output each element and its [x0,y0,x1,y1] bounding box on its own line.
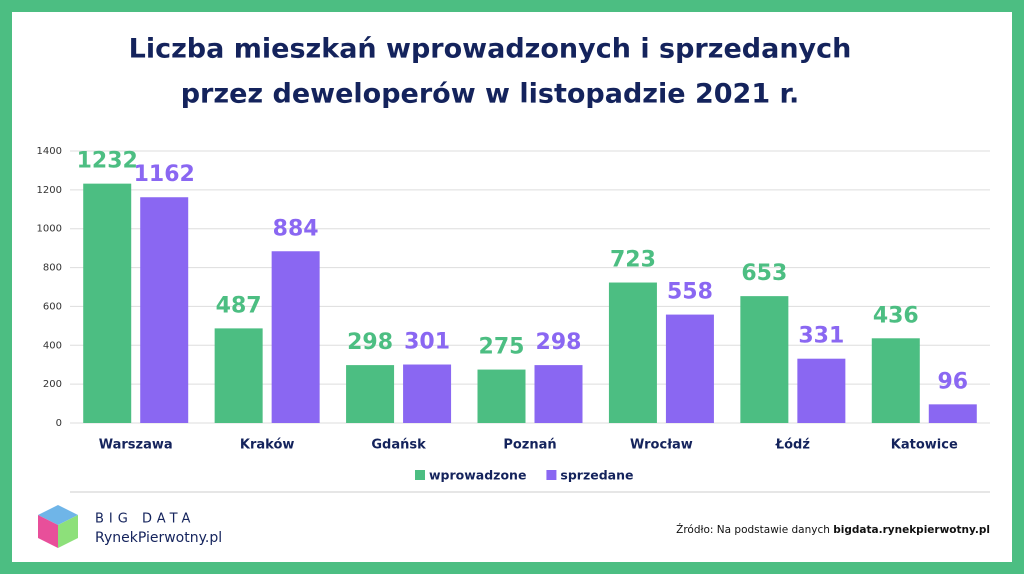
y-tick-label: 1200 [37,185,62,196]
legend-label: wprowadzone [429,468,526,483]
bar [403,364,452,423]
value-label: 275 [479,335,525,360]
value-label: 96 [937,369,968,394]
value-label: 487 [216,293,262,318]
x-tick-label: Warszawa [99,438,173,453]
bar [346,365,395,423]
bar [797,358,846,423]
bar [140,197,189,423]
value-label: 298 [536,330,582,355]
value-label: 558 [667,280,713,305]
logo-icon [38,505,78,548]
source-link: bigdata.rynekpierwotny.pl [833,524,990,536]
bar [83,183,132,423]
value-label: 884 [273,216,319,241]
legend-label: sprzedane [560,468,633,483]
y-tick-label: 200 [43,379,62,390]
value-label: 301 [404,330,450,355]
bar [740,296,789,423]
value-label: 1162 [134,162,195,187]
y-tick-label: 0 [56,418,62,429]
source: Źródło: Na podstawie danych bigdata.ryne… [676,523,990,536]
value-label: 298 [347,330,393,355]
logo-bottom: RynekPierwotny.pl [95,530,222,546]
x-tick-label: Poznań [503,438,556,453]
legend-swatch [546,470,557,480]
x-tick-label: Wrocław [630,438,693,453]
bar [928,404,977,423]
x-tick-label: Gdańsk [371,438,426,453]
y-tick-label: 400 [43,340,62,351]
bar [214,328,263,423]
value-label: 436 [873,303,919,328]
x-tick-label: Katowice [891,438,958,453]
legend-swatch [415,470,425,480]
bar [608,282,657,423]
chart-title: Liczba mieszkań wprowadzonych i sprzedan… [129,34,852,65]
bar [534,365,583,423]
source-text: Źródło: Na podstawie danych [676,523,830,536]
logo-top: BIG DATA [95,512,195,527]
x-tick-label: Łódź [775,438,810,453]
value-label: 1232 [77,149,138,174]
x-tick-label: Kraków [240,438,295,453]
y-tick-label: 1400 [37,146,62,157]
value-label: 723 [610,248,656,273]
y-tick-label: 600 [43,301,62,312]
y-tick-label: 1000 [37,224,62,235]
bar [871,338,920,423]
value-label: 653 [741,261,787,286]
chart-title: przez deweloperów w listopadzie 2021 r. [181,79,800,110]
bar [271,251,320,423]
value-label: 331 [798,324,844,349]
bar [665,314,714,423]
bar [477,369,526,423]
y-tick-label: 800 [43,263,62,274]
